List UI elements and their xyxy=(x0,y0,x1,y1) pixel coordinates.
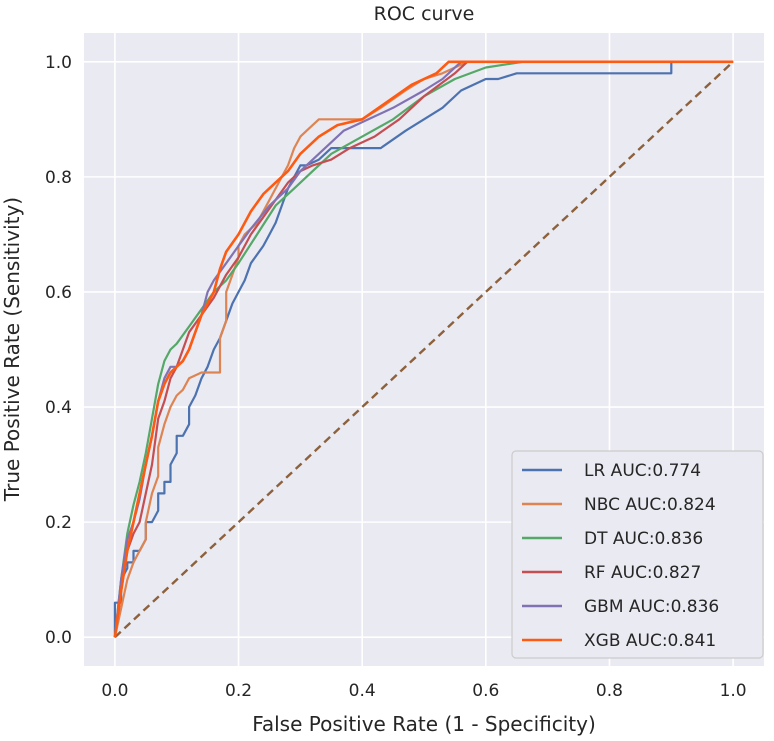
x-tick-label: 0.6 xyxy=(472,681,499,701)
x-tick-label: 0.4 xyxy=(349,681,376,701)
y-axis-label: True Positive Rate (Sensitivity) xyxy=(0,197,24,502)
legend-label-4: GBM AUC:0.836 xyxy=(584,597,719,617)
x-tick-labels: 0.0 0.2 0.4 0.6 0.8 1.0 xyxy=(101,681,746,701)
y-tick-label: 0.0 xyxy=(45,628,72,648)
legend: LR AUC:0.774 NBC AUC:0.824 DT AUC:0.836 RF … xyxy=(511,450,764,659)
series-line-1 xyxy=(113,60,734,638)
chart-title: ROC curve xyxy=(374,3,475,25)
series-line-3 xyxy=(113,60,734,638)
y-tick-label: 0.4 xyxy=(45,398,72,418)
series-line-5 xyxy=(113,60,734,638)
x-axis-label: False Positive Rate (1 - Specificity) xyxy=(252,712,596,736)
legend-label-1: NBC AUC:0.824 xyxy=(584,495,716,515)
legend-label-5: XGB AUC:0.841 xyxy=(584,631,716,651)
y-tick-label: 0.6 xyxy=(45,283,72,303)
legend-label-2: DT AUC:0.836 xyxy=(584,529,703,549)
y-tick-label: 1.0 xyxy=(45,53,72,73)
x-tick-label: 0.8 xyxy=(596,681,623,701)
grid xyxy=(84,33,764,666)
y-tick-label: 0.2 xyxy=(45,513,72,533)
series-lines xyxy=(113,60,734,638)
legend-box xyxy=(511,450,764,659)
x-tick-label: 0.0 xyxy=(101,681,128,701)
y-tick-label: 0.8 xyxy=(45,168,72,188)
x-tick-label: 0.2 xyxy=(225,681,252,701)
legend-label-3: RF AUC:0.827 xyxy=(584,563,701,583)
reference-diagonal-line xyxy=(114,60,734,639)
reference-line-group xyxy=(114,60,734,639)
x-tick-label: 1.0 xyxy=(720,681,747,701)
legend-label-0: LR AUC:0.774 xyxy=(584,461,701,481)
y-tick-labels: 0.0 0.2 0.4 0.6 0.8 1.0 xyxy=(45,53,72,648)
